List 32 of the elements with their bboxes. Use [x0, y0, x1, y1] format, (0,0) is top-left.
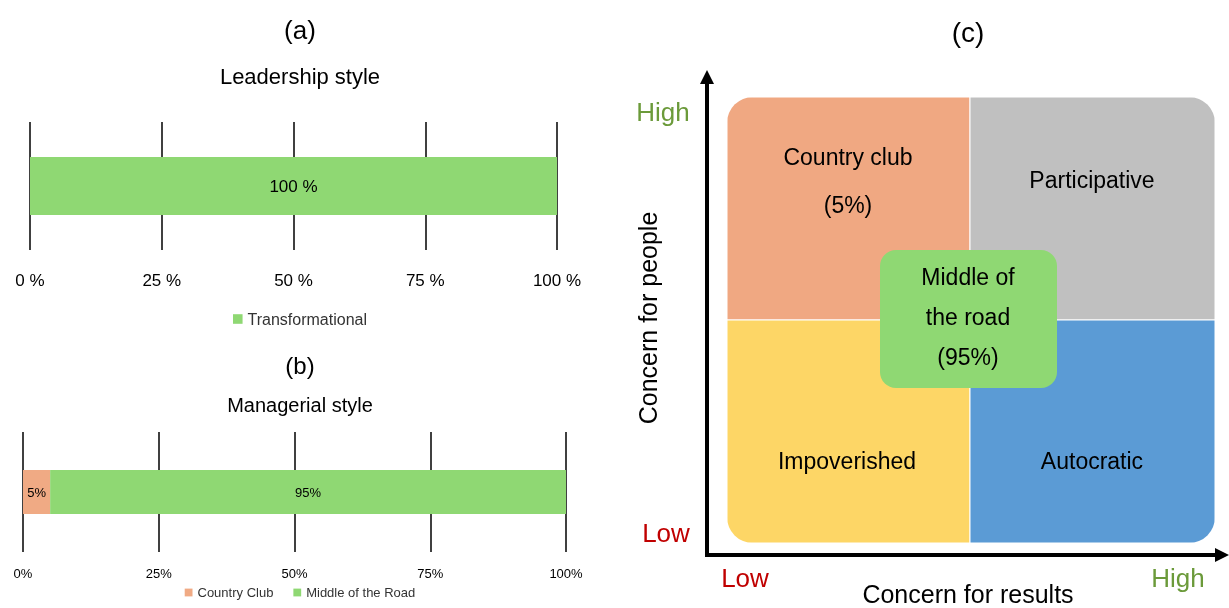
- text: Impoverished: [777, 448, 917, 474]
- text: Concern for people: [634, 211, 662, 425]
- data-label: 95%: [295, 484, 322, 500]
- text: Low: [721, 563, 770, 593]
- chart-title: (a): [284, 15, 316, 45]
- x-tick-label: 50 %: [274, 271, 313, 290]
- text: (c): [951, 16, 985, 48]
- text: High: [636, 97, 690, 127]
- text: Participative: [1029, 167, 1155, 193]
- x-tick-label: 0 %: [15, 271, 45, 290]
- x-tick-label: 100%: [549, 566, 584, 581]
- text: Low: [642, 518, 691, 548]
- text: Middle of the road (95%): [921, 264, 1016, 370]
- text: High: [1151, 563, 1205, 593]
- legend-label: Transformational: [247, 310, 368, 328]
- data-label: 5%: [27, 484, 47, 500]
- x-tick-label: 25 %: [142, 271, 182, 290]
- text: Concern for results: [862, 580, 1074, 608]
- chart-title: (b): [285, 351, 315, 379]
- legend-label: Middle of the Road: [306, 585, 416, 600]
- text: Country club (5%): [783, 144, 913, 218]
- chart-subtitle: Leadership style: [219, 63, 381, 89]
- x-tick-label: 75 %: [405, 271, 445, 290]
- legend-label: Country Club: [197, 585, 274, 600]
- chart-subtitle: Managerial style: [227, 394, 373, 416]
- data-label: 100 %: [269, 176, 318, 196]
- x-tick-label: 25%: [145, 566, 173, 581]
- text: Autocratic: [1040, 448, 1144, 474]
- x-tick-label: 75%: [417, 566, 444, 581]
- x-tick-label: 0%: [13, 566, 33, 581]
- x-tick-label: 50%: [281, 566, 308, 581]
- x-tick-label: 100 %: [532, 271, 582, 290]
